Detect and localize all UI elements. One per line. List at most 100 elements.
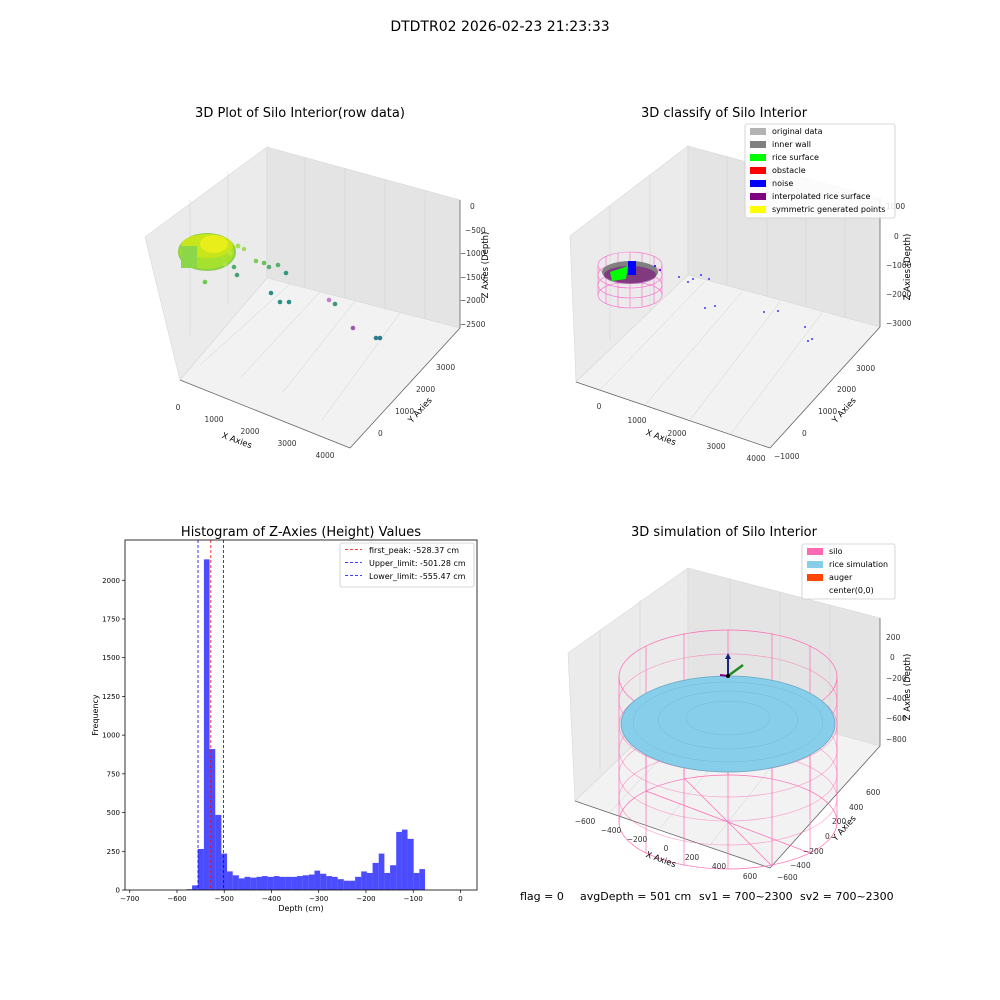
classify-z-tick: −3000 (886, 319, 912, 328)
raw-x-tick: 4000 (315, 451, 334, 460)
simulation-y-ticks: −600 −400 −200 0 200 400 600 (777, 788, 881, 882)
raw-y-tick: 0 (378, 429, 383, 438)
simulation-x-tick: 400 (712, 862, 727, 871)
raw-y-tick: 3000 (436, 363, 455, 372)
histogram-bar (256, 876, 263, 890)
raw-x-tick: 2000 (240, 427, 259, 436)
footer-sv2: sv2 = 700~2300 (800, 890, 894, 903)
histogram-bar (296, 876, 303, 890)
histogram-bar (401, 829, 408, 890)
histogram-bar (262, 876, 268, 890)
histogram-y-tick-label: 2000 (102, 577, 120, 585)
histogram-legend: first_peak: -528.37 cm Upper_limit: -501.… (339, 542, 475, 588)
raw-x-ticks: 0 1000 2000 3000 4000 (176, 403, 335, 460)
classify-z-ticks: 1000 0 −1000 −2000 −3000 (886, 202, 912, 328)
legend-label: noise (772, 179, 793, 188)
legend-label: interpolated rice surface (772, 192, 870, 201)
histogram-y-tick-label: 1250 (102, 693, 120, 701)
raw-x-tick: 1000 (204, 415, 223, 424)
raw-y-tick: 1000 (395, 407, 414, 416)
classify-point-cloud (597, 251, 813, 342)
histogram-bar (419, 869, 426, 890)
histogram-y-tick-label: 500 (107, 809, 120, 817)
histogram-bar (314, 870, 321, 890)
histogram-axes-frame (124, 539, 478, 891)
histogram-bar (279, 876, 286, 890)
histogram-y-tick-label: 750 (107, 770, 120, 778)
histogram-bar (366, 872, 373, 890)
histogram-x-tick-label: −700 (120, 895, 139, 903)
classify-y-tick: 0 (802, 429, 807, 438)
histogram-bar (326, 876, 332, 890)
histogram-bar (215, 814, 222, 890)
histogram-x-tick-label: −100 (404, 895, 423, 903)
histogram-x-tick-label: 0 (458, 895, 462, 903)
histogram-bar (197, 848, 204, 890)
histogram-bar (331, 876, 338, 890)
simulation-legend-entry: silo (807, 547, 843, 556)
legend-label: original data (772, 127, 823, 136)
classify-x-ticks: 0 1000 2000 3000 4000 (597, 402, 766, 463)
classify-y-tick: −1000 (774, 452, 800, 461)
legend-swatch (807, 587, 823, 594)
raw-z-label: Z Axies (Depth) (481, 232, 491, 299)
histogram-bar (209, 749, 216, 890)
histogram-y-label: Frequency (91, 694, 100, 736)
histogram-y-tick-label: 1000 (102, 732, 120, 740)
legend-label: rice simulation (829, 560, 888, 569)
raw-point-cloud (178, 233, 383, 341)
histogram-bar (308, 874, 315, 890)
simulation-x-label: X Axies (644, 850, 677, 870)
histogram-bar (337, 879, 344, 890)
legend-swatch (750, 154, 766, 161)
histogram-bar (349, 880, 356, 890)
simulation-z-tick: −400 (886, 694, 907, 703)
histogram-bar (227, 871, 233, 890)
simulation-x-tick: 0 (664, 844, 669, 853)
simulation-legend-entry: center(0,0) (807, 586, 874, 595)
raw-z-tick: −2500 (460, 320, 486, 329)
panel-classify-title: 3D classify of Silo Interior (641, 106, 808, 121)
raw-y-tick: 2000 (416, 385, 435, 394)
classify-y-tick: 1000 (818, 407, 837, 416)
histogram-title: Histogram of Z-Axies (Height) Values (181, 525, 421, 540)
simulation-y-tick: −400 (790, 861, 811, 870)
classify-legend-entry: obstacle (750, 166, 806, 175)
simulation-legend: silo rice simulation auger center(0,0) (801, 543, 896, 600)
legend-swatch (750, 193, 766, 200)
simulation-legend-entry: auger (807, 573, 853, 582)
panel-simulation-3d: 3D simulation of Silo Interior (567, 525, 913, 882)
classify-z-tick: 0 (894, 232, 899, 241)
legend-swatch (750, 141, 766, 148)
raw-z-tick: −1500 (460, 273, 486, 282)
classify-legend-entry: interpolated rice surface (750, 192, 870, 201)
legend-swatch (750, 180, 766, 187)
simulation-z-ticks: 200 0 −200 −400 −600 −800 (886, 633, 907, 744)
histogram-bar (343, 880, 350, 890)
histogram-bar (285, 876, 292, 890)
footer-flag: flag = 0 (520, 890, 564, 903)
histogram-bar (232, 875, 239, 890)
footer-avg-depth: avgDepth = 501 cm (580, 890, 691, 903)
histogram-bar (372, 862, 379, 890)
simulation-y-tick: 200 (832, 817, 847, 826)
histogram-bar (390, 865, 397, 890)
simulation-x-tick: −200 (627, 835, 648, 844)
raw-x-tick: 0 (176, 403, 181, 412)
classify-z-tick: 1000 (886, 202, 905, 211)
histogram-x-tick-label: −200 (356, 895, 375, 903)
classify-x-tick: 1000 (627, 416, 646, 425)
histogram-x-tick-label: −400 (262, 895, 281, 903)
simulation-x-tick: 600 (743, 872, 758, 881)
classify-x-tick: 2000 (667, 429, 686, 438)
legend-label: center(0,0) (829, 586, 874, 595)
histogram-bar (320, 873, 327, 890)
legend-label: symmetric generated points (772, 205, 885, 214)
classify-x-tick: 0 (597, 402, 602, 411)
simulation-x-tick: 200 (685, 853, 700, 862)
histogram-legend-label: first_peak: -528.37 cm (369, 546, 459, 555)
raw-z-tick: −1000 (460, 249, 486, 258)
raw-y-ticks: 0 1000 2000 3000 (378, 363, 455, 438)
histogram-y-tick-label: 250 (107, 848, 120, 856)
